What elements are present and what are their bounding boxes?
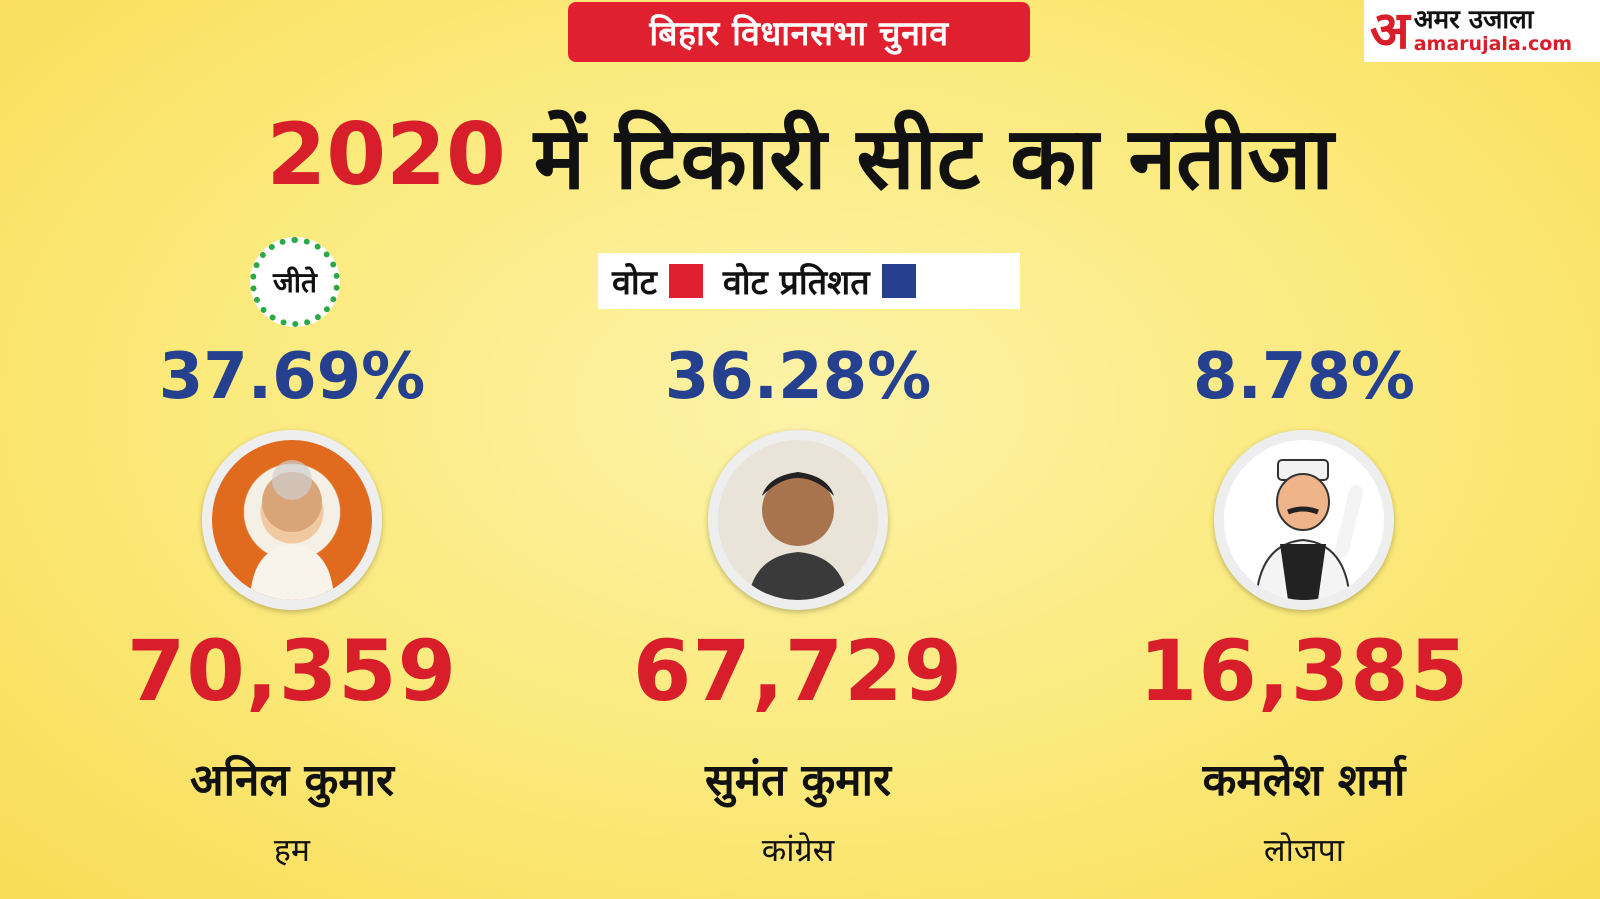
logo-hindi: अमर उजाला bbox=[1413, 5, 1534, 36]
candidate-name: अनिल कुमार bbox=[189, 755, 395, 806]
title-text: में टिकारी सीट का नतीजा bbox=[533, 108, 1334, 209]
vote-count: 16,385 bbox=[1138, 622, 1470, 720]
party-name: कांग्रेस bbox=[761, 831, 835, 869]
candidate-photo-icon bbox=[748, 472, 848, 600]
party-name: हम bbox=[273, 831, 311, 869]
vote-percent: 8.78% bbox=[1192, 340, 1416, 414]
logo-text: अमर उजाला amarujala.com bbox=[1414, 7, 1572, 54]
candidate-card: 8.78% 16,385 कमलेश शर्मा लोजपा bbox=[1104, 330, 1504, 890]
winner-badge: जीते bbox=[250, 237, 340, 327]
candidate-name: कमलेश शर्मा bbox=[1202, 755, 1406, 806]
page-title: 2020 में टिकारी सीट का नतीजा bbox=[0, 100, 1600, 210]
vote-percent: 36.28% bbox=[664, 340, 932, 414]
amar-ujala-logo: अ अमर उजाला amarujala.com bbox=[1364, 0, 1600, 62]
legend-percent-swatch bbox=[881, 264, 916, 298]
legend-percent-label: वोट प्रतिशत bbox=[722, 263, 870, 303]
cartoon-politician-icon bbox=[1254, 459, 1363, 600]
candidate-card: 37.69% 70,359 अनिल कुमार हम bbox=[92, 330, 492, 890]
candidate-photo bbox=[708, 430, 888, 610]
candidate-name: सुमंत कुमार bbox=[705, 755, 891, 806]
election-badge: बिहार विधानसभा चुनाव bbox=[568, 2, 1030, 62]
legend-votes-label: वोट bbox=[612, 263, 657, 303]
logo-mark: अ bbox=[1370, 0, 1410, 61]
vote-count: 67,729 bbox=[632, 622, 964, 720]
candidate-photo bbox=[1214, 430, 1394, 610]
title-year: 2020 bbox=[266, 105, 506, 205]
party-name: लोजपा bbox=[1263, 831, 1345, 869]
candidate-photo-icon bbox=[250, 460, 334, 600]
vote-percent: 37.69% bbox=[158, 340, 426, 414]
legend-votes-swatch bbox=[668, 264, 703, 298]
candidate-card: 36.28% 67,729 सुमंत कुमार कांग्रेस bbox=[598, 330, 998, 890]
logo-url: amarujala.com bbox=[1413, 32, 1573, 55]
legend: वोट वोट प्रतिशत bbox=[598, 253, 1020, 309]
candidate-photo bbox=[202, 430, 382, 610]
vote-count: 70,359 bbox=[126, 622, 458, 720]
